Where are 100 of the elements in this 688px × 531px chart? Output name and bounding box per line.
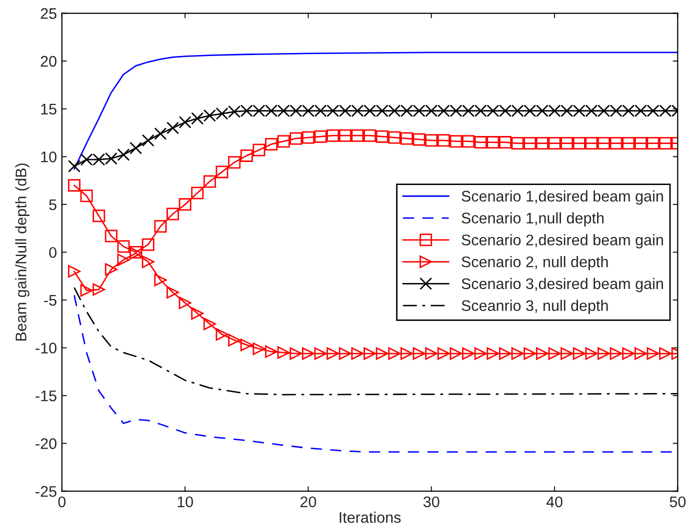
point <box>314 347 327 360</box>
point <box>178 296 192 310</box>
point <box>302 347 314 360</box>
point <box>265 345 278 358</box>
point <box>104 263 118 276</box>
x-tick-label: 30 <box>423 496 440 508</box>
point <box>166 122 180 134</box>
point <box>486 136 500 149</box>
point <box>277 346 290 359</box>
point <box>364 347 376 360</box>
point <box>548 347 561 360</box>
y-tick-label: 20 <box>40 56 56 67</box>
y-tick-label: 15 <box>41 104 56 115</box>
point <box>277 135 290 148</box>
point <box>80 284 93 297</box>
point <box>68 265 80 278</box>
point <box>388 131 401 144</box>
point <box>572 137 586 150</box>
point <box>178 116 192 128</box>
point <box>240 149 253 162</box>
point <box>178 198 192 211</box>
point <box>560 347 574 360</box>
point <box>511 347 524 360</box>
point <box>400 347 413 360</box>
x-tick-label: 50 <box>670 496 686 508</box>
point <box>634 137 647 150</box>
point <box>585 347 598 360</box>
point <box>659 347 672 360</box>
point <box>364 129 376 142</box>
point <box>486 347 500 360</box>
x-tick-label: 10 <box>178 496 193 508</box>
point <box>524 347 536 360</box>
point <box>338 347 352 360</box>
point <box>117 254 130 266</box>
point <box>536 137 548 150</box>
point <box>92 210 106 222</box>
y-tick-label: 25 <box>40 8 56 19</box>
legend-label: Scenario 1,null depth <box>462 212 604 227</box>
point <box>425 134 438 147</box>
point <box>536 347 548 360</box>
point <box>166 286 180 299</box>
point <box>68 160 80 172</box>
point <box>240 338 253 352</box>
point <box>646 137 660 150</box>
point <box>68 179 80 192</box>
point <box>203 175 216 188</box>
point <box>376 130 388 143</box>
point <box>548 137 561 150</box>
point <box>326 129 340 142</box>
point <box>659 137 672 150</box>
point <box>338 129 352 142</box>
point <box>388 347 401 360</box>
y-tick-label: -25 <box>36 486 56 497</box>
point <box>622 347 635 360</box>
point <box>437 347 450 360</box>
point <box>572 347 586 360</box>
point <box>437 134 450 147</box>
point <box>610 347 622 360</box>
point <box>228 334 241 346</box>
point <box>462 347 475 360</box>
point <box>228 156 241 169</box>
point <box>400 132 413 145</box>
point <box>474 347 487 360</box>
point <box>117 240 130 253</box>
y-tick-label: 0 <box>49 247 56 258</box>
legend-label: Scenario 3,desired beam gain <box>462 278 663 292</box>
y-tick-label: -15 <box>36 390 56 402</box>
point <box>585 137 598 150</box>
y-tick-label: -5 <box>44 295 56 306</box>
point <box>80 190 93 202</box>
point <box>598 137 610 150</box>
point <box>130 142 142 154</box>
point <box>92 283 106 296</box>
point <box>142 134 154 147</box>
y-tick-label: -10 <box>36 342 56 354</box>
point <box>351 129 364 142</box>
point <box>450 135 462 148</box>
point <box>351 347 364 360</box>
point <box>474 136 487 149</box>
y-axis-title: Beam gain/Null depth (dB) <box>15 164 30 341</box>
point <box>598 347 610 360</box>
point <box>634 347 647 360</box>
point <box>425 347 438 360</box>
point <box>154 127 167 140</box>
point <box>326 347 340 360</box>
point <box>142 238 154 251</box>
point <box>511 137 524 150</box>
y-tick-label: -20 <box>36 438 56 450</box>
point <box>117 148 130 161</box>
point <box>499 136 512 149</box>
point <box>216 328 228 341</box>
point <box>166 208 180 220</box>
x-axis-title: Iterations <box>340 512 401 523</box>
point <box>314 130 327 143</box>
point <box>622 137 635 150</box>
point <box>524 137 536 150</box>
legend-label: Sceanrio 3, null depth <box>462 300 608 314</box>
point <box>302 131 314 144</box>
point <box>216 166 228 178</box>
point <box>203 318 216 330</box>
